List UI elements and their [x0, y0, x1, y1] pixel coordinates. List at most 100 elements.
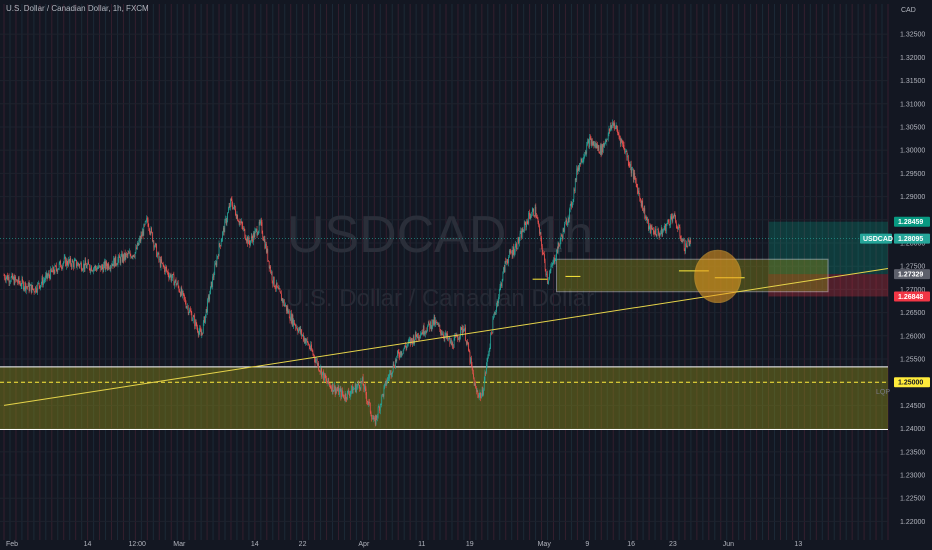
- candle-body: [76, 259, 77, 267]
- candle-body: [180, 288, 182, 297]
- candle-body: [212, 276, 213, 287]
- candle-body: [573, 189, 575, 200]
- candle-body: [316, 359, 317, 361]
- ascending-trendline[interactable]: [3, 268, 889, 406]
- candle-body: [139, 238, 141, 241]
- candle-body: [516, 243, 517, 250]
- candle-body: [204, 316, 206, 323]
- candle-body: [234, 205, 236, 210]
- candle-body: [344, 393, 346, 400]
- candle-body: [174, 279, 176, 282]
- candle-body: [422, 326, 424, 335]
- candle-body: [293, 320, 295, 325]
- candle-body: [54, 265, 56, 274]
- candle-body: [105, 261, 107, 269]
- candle-body: [188, 312, 190, 314]
- candle-body: [388, 377, 390, 379]
- candle-body: [490, 332, 492, 347]
- candle-body: [630, 163, 632, 174]
- candle-body: [197, 327, 198, 332]
- candle-body: [382, 394, 383, 396]
- candle-body: [494, 312, 496, 314]
- candle-body: [644, 208, 646, 219]
- candle-body: [688, 240, 690, 246]
- candle-body: [625, 150, 627, 152]
- candle-body: [189, 309, 190, 313]
- y-tick-label: 1.26000: [900, 333, 925, 340]
- candle-body: [98, 265, 99, 269]
- candle-body: [570, 202, 572, 205]
- candle-body: [89, 269, 91, 272]
- candle-body: [493, 312, 495, 317]
- candle-body: [338, 386, 340, 395]
- candle-body: [545, 269, 547, 275]
- candle-body: [376, 415, 378, 418]
- candle-body: [417, 333, 419, 338]
- candle-body: [310, 344, 312, 350]
- support-zone[interactable]: [0, 366, 888, 430]
- candle-body: [518, 237, 519, 243]
- candle-body: [86, 264, 88, 268]
- candle-body: [486, 358, 488, 366]
- candle-body: [81, 270, 83, 271]
- candle-body: [22, 279, 23, 282]
- candle-body: [531, 210, 533, 216]
- candle-body: [673, 215, 674, 219]
- candle-body: [300, 329, 302, 333]
- candle-body: [469, 352, 471, 363]
- candle-body: [457, 337, 459, 340]
- candle-body: [496, 301, 498, 307]
- candle-body: [5, 277, 7, 281]
- candle-body: [190, 309, 191, 312]
- candle-body: [68, 259, 69, 266]
- candle-body: [319, 370, 321, 372]
- candle-body: [606, 139, 608, 141]
- candle-body: [113, 258, 115, 267]
- highlight-circle[interactable]: [694, 249, 742, 304]
- candle-body: [182, 291, 184, 294]
- candle-body: [101, 265, 103, 268]
- candle-body: [173, 274, 175, 286]
- candle-body: [407, 344, 408, 346]
- candle-body: [304, 338, 306, 344]
- candle-body: [76, 265, 78, 267]
- candle-body: [170, 274, 172, 281]
- candle-body: [182, 291, 183, 295]
- candle-body: [678, 226, 680, 228]
- x-tick-label: 14: [84, 541, 92, 548]
- candle-body: [578, 167, 580, 170]
- candle-body: [460, 327, 461, 337]
- y-tick-label: 1.32500: [900, 32, 925, 39]
- candle-body: [249, 242, 251, 245]
- price-tag-label: 1.28095: [898, 236, 923, 243]
- candle-body: [349, 393, 351, 397]
- candle-body: [601, 144, 603, 155]
- candle-body: [318, 363, 320, 371]
- candle-body: [30, 284, 32, 293]
- candle-body: [302, 335, 304, 336]
- x-tick-label: 19: [466, 541, 474, 548]
- candle-body: [200, 328, 201, 332]
- candle-body: [265, 243, 267, 253]
- candle-body: [66, 259, 68, 265]
- candle-body: [619, 136, 621, 139]
- candle-body: [129, 252, 131, 255]
- candle-body: [5, 278, 6, 281]
- candle-body: [405, 345, 406, 347]
- demand-zone[interactable]: [556, 258, 829, 293]
- stop-loss-area[interactable]: [768, 274, 888, 297]
- candle-body: [635, 179, 637, 185]
- candle-body: [301, 335, 303, 336]
- candle-body: [670, 216, 671, 225]
- candle-body: [537, 218, 539, 223]
- take-profit-area[interactable]: [768, 221, 888, 275]
- candle-body: [85, 260, 87, 266]
- candle-body: [579, 163, 580, 170]
- candle-body: [41, 277, 43, 284]
- candle-body: [281, 293, 282, 301]
- candle-body: [538, 222, 540, 226]
- candle-body: [276, 282, 277, 289]
- candle-body: [627, 156, 629, 164]
